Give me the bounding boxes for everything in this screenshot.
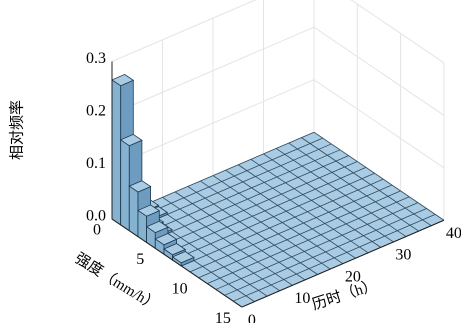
axis-line xyxy=(111,218,243,308)
x-tick-label: 10 xyxy=(172,280,188,297)
bar xyxy=(171,251,195,267)
floor-line xyxy=(162,196,293,286)
bars xyxy=(111,73,195,267)
x-tick-label: 15 xyxy=(215,310,231,323)
y-tick-label: 0 xyxy=(248,312,256,323)
floor-line xyxy=(212,175,344,264)
y-tick-label: 30 xyxy=(395,247,411,264)
floor-line xyxy=(187,186,318,275)
bar-face xyxy=(111,79,122,226)
floor-line xyxy=(149,202,280,292)
bar-top xyxy=(119,133,143,147)
bar-top xyxy=(137,204,161,217)
x-tick-label: 0 xyxy=(93,222,101,239)
floor-line xyxy=(200,180,331,270)
bar-top xyxy=(111,73,135,87)
z-tick-label: 0.0 xyxy=(86,208,106,225)
tick-labels: 0.0 0.1 0.2 0.3 0 5 10 15 0 10 20 30 40 xyxy=(86,50,461,323)
axis-lines xyxy=(111,61,445,308)
z-tick-label: 0.2 xyxy=(86,103,106,120)
floor-line xyxy=(301,137,432,227)
y-tick-label: 20 xyxy=(345,268,361,285)
floor-line xyxy=(313,131,445,221)
x-tick-label: 5 xyxy=(136,251,144,268)
floor-line xyxy=(238,164,369,254)
floor-line xyxy=(288,142,419,232)
bar-face xyxy=(120,139,130,232)
z-tick-label: 0.1 xyxy=(86,155,106,172)
floor-line xyxy=(275,148,407,237)
bar-face xyxy=(128,185,139,238)
floor-line xyxy=(225,169,356,259)
bar-top xyxy=(163,243,187,256)
y-tick-label: 10 xyxy=(294,290,310,307)
bar-top xyxy=(154,233,178,246)
floor-line xyxy=(250,158,381,248)
bar-top xyxy=(128,180,152,193)
z-tick-label: 0.3 xyxy=(86,50,106,67)
floor-grid xyxy=(111,131,445,308)
floor-line xyxy=(263,153,394,243)
grid-line-z xyxy=(111,0,445,64)
bar-top xyxy=(145,220,169,234)
axis-line xyxy=(241,219,445,308)
x-axis-label: 强度（mm/h） xyxy=(72,250,162,315)
z-axis-label: 相对频率 xyxy=(8,100,25,160)
floor-line xyxy=(174,191,306,281)
y-tick-label: 40 xyxy=(446,225,461,242)
bar-top xyxy=(171,251,195,264)
